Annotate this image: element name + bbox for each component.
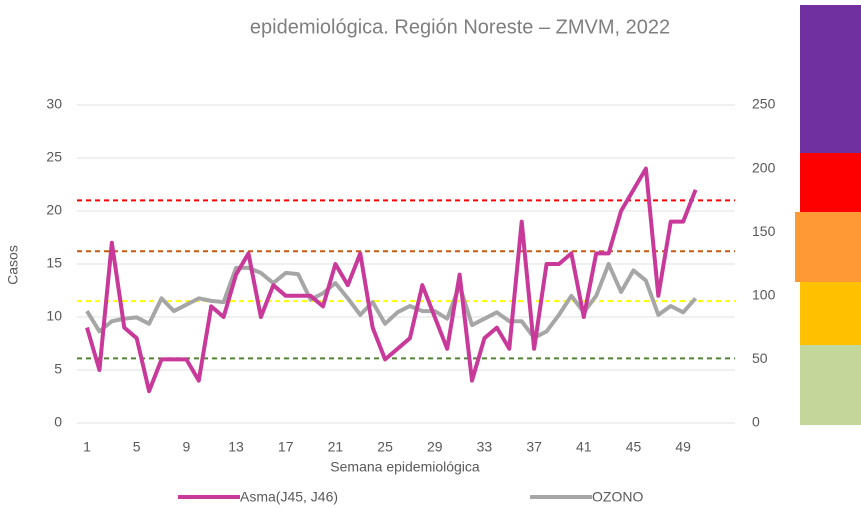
y-tick-label: 30 — [46, 96, 62, 112]
y-axis-label: Casos — [5, 245, 21, 285]
legend-label: Asma(J45, J46) — [240, 489, 338, 505]
x-tick-label: 45 — [626, 439, 642, 455]
x-tick-label: 21 — [328, 439, 344, 455]
x-tick-label: 13 — [228, 439, 244, 455]
color-band — [795, 212, 861, 282]
y2-tick-label: 150 — [752, 223, 776, 239]
x-tick-label: 33 — [477, 439, 493, 455]
x-tick-label: 37 — [526, 439, 542, 455]
y2-tick-label: 50 — [752, 350, 768, 366]
x-tick-label: 5 — [133, 439, 141, 455]
x-tick-label: 17 — [278, 439, 294, 455]
color-band — [800, 345, 861, 425]
x-tick-label: 25 — [377, 439, 393, 455]
y2-tick-label: 0 — [752, 414, 760, 430]
y2-tick-label: 100 — [752, 287, 776, 303]
y-tick-label: 20 — [46, 202, 62, 218]
legend-label: OZONO — [592, 489, 643, 505]
color-band — [800, 153, 861, 212]
x-tick-label: 41 — [576, 439, 592, 455]
x-tick-label: 9 — [182, 439, 190, 455]
series-line — [85, 262, 698, 340]
series-line — [85, 166, 698, 394]
y2-tick-label: 200 — [752, 159, 776, 175]
color-band — [800, 282, 861, 345]
color-band — [800, 5, 861, 153]
y-tick-label: 15 — [46, 255, 62, 271]
x-axis-label: Semana epidemiológica — [330, 459, 480, 475]
y-tick-label: 5 — [54, 361, 62, 377]
x-tick-label: 49 — [675, 439, 691, 455]
chart-title: epidemiológica. Región Noreste – ZMVM, 2… — [250, 16, 670, 38]
y2-tick-label: 250 — [752, 96, 776, 112]
x-tick-label: 29 — [427, 439, 443, 455]
y-tick-label: 10 — [46, 308, 62, 324]
y-tick-label: 0 — [54, 414, 62, 430]
x-tick-label: 1 — [83, 439, 91, 455]
y-tick-label: 25 — [46, 149, 62, 165]
